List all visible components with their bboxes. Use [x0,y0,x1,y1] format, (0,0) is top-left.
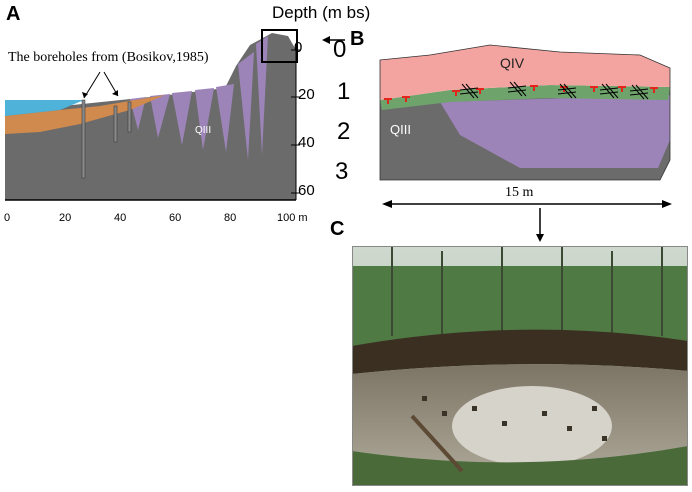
b-depth-tick-3: 3 [335,158,349,185]
qiv-body [380,45,670,100]
x-tick-100: 100 m [277,212,308,224]
b-depth-tick-1: 1 [337,78,351,105]
depth-tick-0: 0 [294,39,303,56]
panel-b-cross-section [379,44,672,242]
b-depth-tick-0: 0 [333,36,347,63]
ice-wedges [130,36,268,160]
qiii-label-b: QIII [390,122,411,137]
pit-rim [352,329,688,374]
b-depth-tick-2: 2 [337,118,351,145]
panel-a-letter: A [6,3,21,25]
x-tick-60: 60 [169,212,182,224]
borehole-3 [127,101,132,133]
depth-ruler [291,49,300,200]
x-tick-0: 0 [4,212,11,224]
x-tick-40: 40 [114,212,127,224]
water-body [5,100,84,116]
x-tick-80: 80 [224,212,237,224]
borehole-1 [81,99,86,179]
borehole-2 [113,105,118,143]
qiii-label-a: QIII [195,125,212,136]
panel-a-cross-section [5,29,345,201]
depth-zero-box [261,29,298,63]
depth-tick-40: 40 [298,134,315,151]
panel-c-letter: C [330,218,345,240]
panel-b-letter: B [350,28,365,50]
depth-tick-60: 60 [298,182,315,199]
sample-holes [422,396,607,441]
foreground-vegetation [352,446,688,486]
fallen-log [410,414,464,473]
qiii-permafrost-body [5,33,296,200]
red-markers [384,85,658,104]
depth-tick-20: 20 [298,86,315,103]
scale-label: 15 m [505,185,534,200]
borehole-note: The boreholes from (Bosikov,1985) [8,50,209,65]
ice-exposure [452,386,612,466]
qiv-label: QIV [500,55,525,71]
tree-trunks [391,246,663,341]
x-tick-20: 20 [59,212,72,224]
depth-axis-title: Depth (m bs) [272,3,371,22]
ice-wedge-mass [440,95,670,168]
crosshatch-symbols [459,81,649,100]
panel-c-photo [352,246,688,486]
